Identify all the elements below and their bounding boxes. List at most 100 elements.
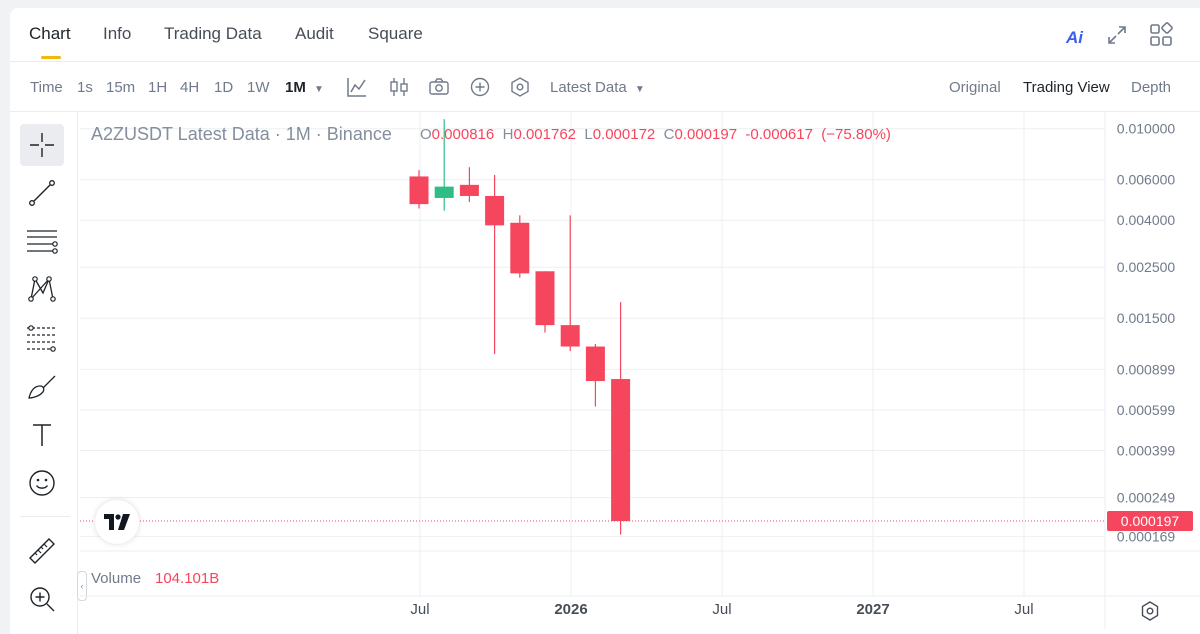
zoom-in-tool[interactable]	[20, 578, 64, 620]
candlestick-chart: 0.010000 0.006000 0.004000 0.002500 0.001500…	[80, 112, 1200, 629]
trend-line-tool[interactable]	[20, 172, 64, 214]
interval-1m-label: 1M	[285, 79, 306, 96]
drawing-toolbar	[10, 112, 78, 634]
tab-square[interactable]: Square	[368, 24, 423, 43]
chart-toolbar: Time 1s 15m 1H 4H 1D 1W 1M ▼	[10, 62, 1200, 112]
chevron-down-icon: ▼	[634, 84, 645, 95]
view-depth[interactable]: Depth	[1131, 79, 1172, 96]
active-tab-indicator	[41, 56, 61, 59]
legend-separator: ·	[274, 124, 286, 144]
x-tick-label: Jul	[410, 601, 429, 618]
candle-type-icon[interactable]	[388, 76, 410, 98]
indicator-chart-icon[interactable]	[346, 76, 368, 98]
chart-settings-icon[interactable]	[1138, 599, 1162, 623]
view-original[interactable]: Original	[949, 79, 1001, 96]
interval-1h[interactable]: 1H	[148, 79, 168, 96]
trend-line-icon	[29, 180, 55, 206]
change-percent: (−75.80%)	[821, 126, 891, 143]
open-key: O	[420, 126, 432, 143]
y-tick-label: 0.006000	[1117, 172, 1176, 188]
close-key: C	[663, 126, 675, 143]
y-tick-label: 0.001500	[1117, 310, 1176, 326]
zoom-in-icon	[30, 587, 55, 612]
candle-body	[611, 379, 631, 522]
candle-body	[434, 186, 454, 198]
x-tick-label: Jul	[1014, 601, 1033, 618]
volume-value: 104.101B	[155, 570, 220, 587]
brush-tool[interactable]	[20, 366, 64, 408]
tab-trading-data[interactable]: Trading Data	[164, 24, 262, 43]
pattern-tool[interactable]	[20, 268, 64, 310]
high-key: H	[502, 126, 514, 143]
legend-ohlc: O0.000816 H0.001762 L0.000172 C0.000197 …	[420, 126, 891, 143]
expand-icon[interactable]	[1106, 24, 1128, 46]
candle-body	[459, 184, 479, 196]
tab-info[interactable]: Info	[103, 24, 132, 43]
camera-icon[interactable]	[428, 76, 450, 98]
tab-audit[interactable]: Audit	[295, 24, 334, 43]
smiley-icon	[29, 470, 55, 496]
emoji-tool[interactable]	[20, 462, 64, 504]
horizontal-lines-tool[interactable]	[20, 220, 64, 262]
time-label: Time	[30, 79, 63, 96]
y-tick-label: 0.000169	[1117, 528, 1176, 544]
y-tick-label: 0.000599	[1117, 402, 1176, 418]
pattern-icon	[28, 276, 56, 302]
top-tab-bar: Chart Info Trading Data Audit Square Ai	[10, 8, 1200, 62]
candle-body	[485, 195, 505, 226]
data-mode-label: Latest Data	[550, 79, 627, 96]
tab-chart[interactable]: Chart	[29, 24, 71, 43]
ruler-icon	[29, 538, 55, 564]
data-mode-dropdown[interactable]: Latest Data ▼	[550, 79, 645, 96]
low-key: L	[584, 126, 593, 143]
x-tick-label: Jul	[712, 601, 731, 618]
candle-body	[535, 271, 555, 326]
horizontal-lines-icon	[27, 230, 58, 254]
y-tick-label: 0.002500	[1117, 259, 1176, 275]
fib-tool[interactable]	[20, 318, 64, 360]
interval-15m[interactable]: 15m	[106, 79, 136, 96]
candle-body	[560, 325, 580, 347]
brush-icon	[28, 375, 56, 399]
view-trading-view[interactable]: Trading View	[1023, 79, 1110, 96]
x-tick-label: 2027	[856, 601, 889, 618]
y-tick-label: 0.000399	[1117, 443, 1176, 459]
change-value: -0.000617	[745, 126, 813, 143]
collapse-toolbar-handle[interactable]: ‹	[77, 571, 87, 601]
candle-body	[585, 346, 605, 382]
x-tick-label: 2026	[554, 601, 587, 618]
interval-4h[interactable]: 4H	[180, 79, 200, 96]
interval-1d[interactable]: 1D	[214, 79, 234, 96]
ai-icon[interactable]: Ai	[1066, 28, 1083, 47]
fibonacci-icon	[27, 325, 57, 352]
candle-body	[510, 222, 530, 274]
y-tick-label: 0.010000	[1117, 121, 1176, 137]
legend-exchange: Binance	[326, 124, 392, 144]
y-tick-label: 0.000899	[1117, 361, 1176, 377]
open-value: 0.000816	[431, 126, 495, 143]
interval-1w[interactable]: 1W	[247, 79, 270, 96]
candle-body	[409, 176, 429, 205]
volume-label: Volume	[91, 570, 142, 587]
crosshair-icon	[30, 133, 54, 157]
settings-hex-icon[interactable]	[509, 76, 531, 98]
text-icon	[33, 424, 51, 446]
tool-divider	[20, 516, 70, 517]
interval-1s[interactable]: 1s	[77, 79, 93, 96]
tradingview-logo-icon	[104, 514, 130, 530]
add-indicator-icon[interactable]	[469, 76, 491, 98]
legend-symbol: A2ZUSDT Latest Data	[91, 124, 270, 144]
interval-1m-dropdown[interactable]: 1M ▼	[285, 79, 324, 96]
crosshair-tool[interactable]	[20, 124, 64, 166]
tradingview-logo[interactable]	[95, 500, 139, 544]
y-tick-label: 0.004000	[1117, 212, 1176, 228]
ruler-tool[interactable]	[20, 530, 64, 572]
layout-icon[interactable]	[1148, 22, 1174, 48]
legend-separator: ·	[315, 124, 327, 144]
last-price-tag: 0.000197	[1107, 511, 1193, 532]
chart-legend: A2ZUSDT Latest Data · 1M · Binance	[91, 124, 392, 145]
close-value: 0.000197	[674, 126, 738, 143]
y-tick-label: 0.000249	[1117, 490, 1176, 506]
high-value: 0.001762	[513, 126, 577, 143]
text-tool[interactable]	[20, 414, 64, 456]
